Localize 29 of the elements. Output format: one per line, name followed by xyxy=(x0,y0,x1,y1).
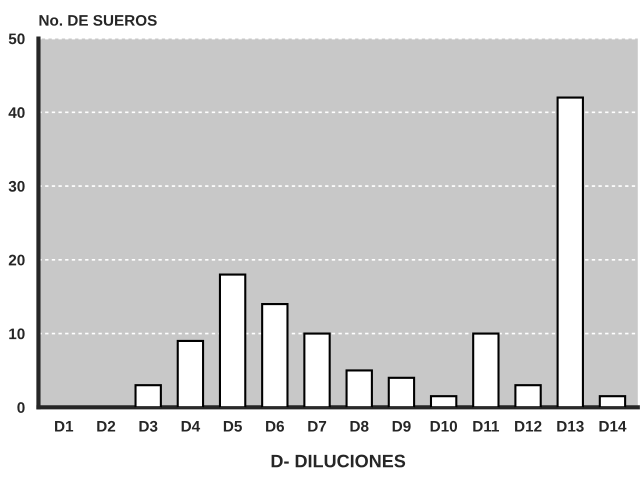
x-tick-label: D1 xyxy=(55,421,74,432)
x-tick-label: D2 xyxy=(97,420,116,432)
x-tick-label: D3 xyxy=(139,420,158,432)
bar xyxy=(388,376,416,408)
y-tick-label: 50 xyxy=(8,33,25,44)
x-tick-label: D8 xyxy=(350,420,369,432)
x-axis-title: D- DILUCIONES xyxy=(272,454,406,468)
x-tick-label: D6 xyxy=(266,420,284,432)
bar xyxy=(598,395,626,408)
y-tick-label: 30 xyxy=(8,180,25,192)
x-tick-label: D13 xyxy=(557,420,584,432)
x-tick-label: D12 xyxy=(515,420,542,432)
y-tick-label: 10 xyxy=(9,328,25,340)
x-tick-label: D10 xyxy=(430,420,458,432)
bar xyxy=(176,340,204,408)
bar xyxy=(346,369,373,408)
x-tick-label: D11 xyxy=(473,421,500,432)
bar xyxy=(514,384,542,408)
y-axis-title: No. DE SUEROS xyxy=(39,14,157,26)
x-tick-label: D14 xyxy=(599,421,626,432)
bar xyxy=(134,384,162,408)
x-tick-label: D7 xyxy=(308,421,326,432)
y-tick-label: 0 xyxy=(17,402,25,413)
bar xyxy=(430,395,458,408)
y-tick-label: 20 xyxy=(8,254,25,266)
x-tick-label: D4 xyxy=(182,421,200,432)
y-tick-label: 40 xyxy=(8,107,25,118)
x-tick-label: D5 xyxy=(224,421,242,432)
x-tick-label: D9 xyxy=(392,420,411,432)
